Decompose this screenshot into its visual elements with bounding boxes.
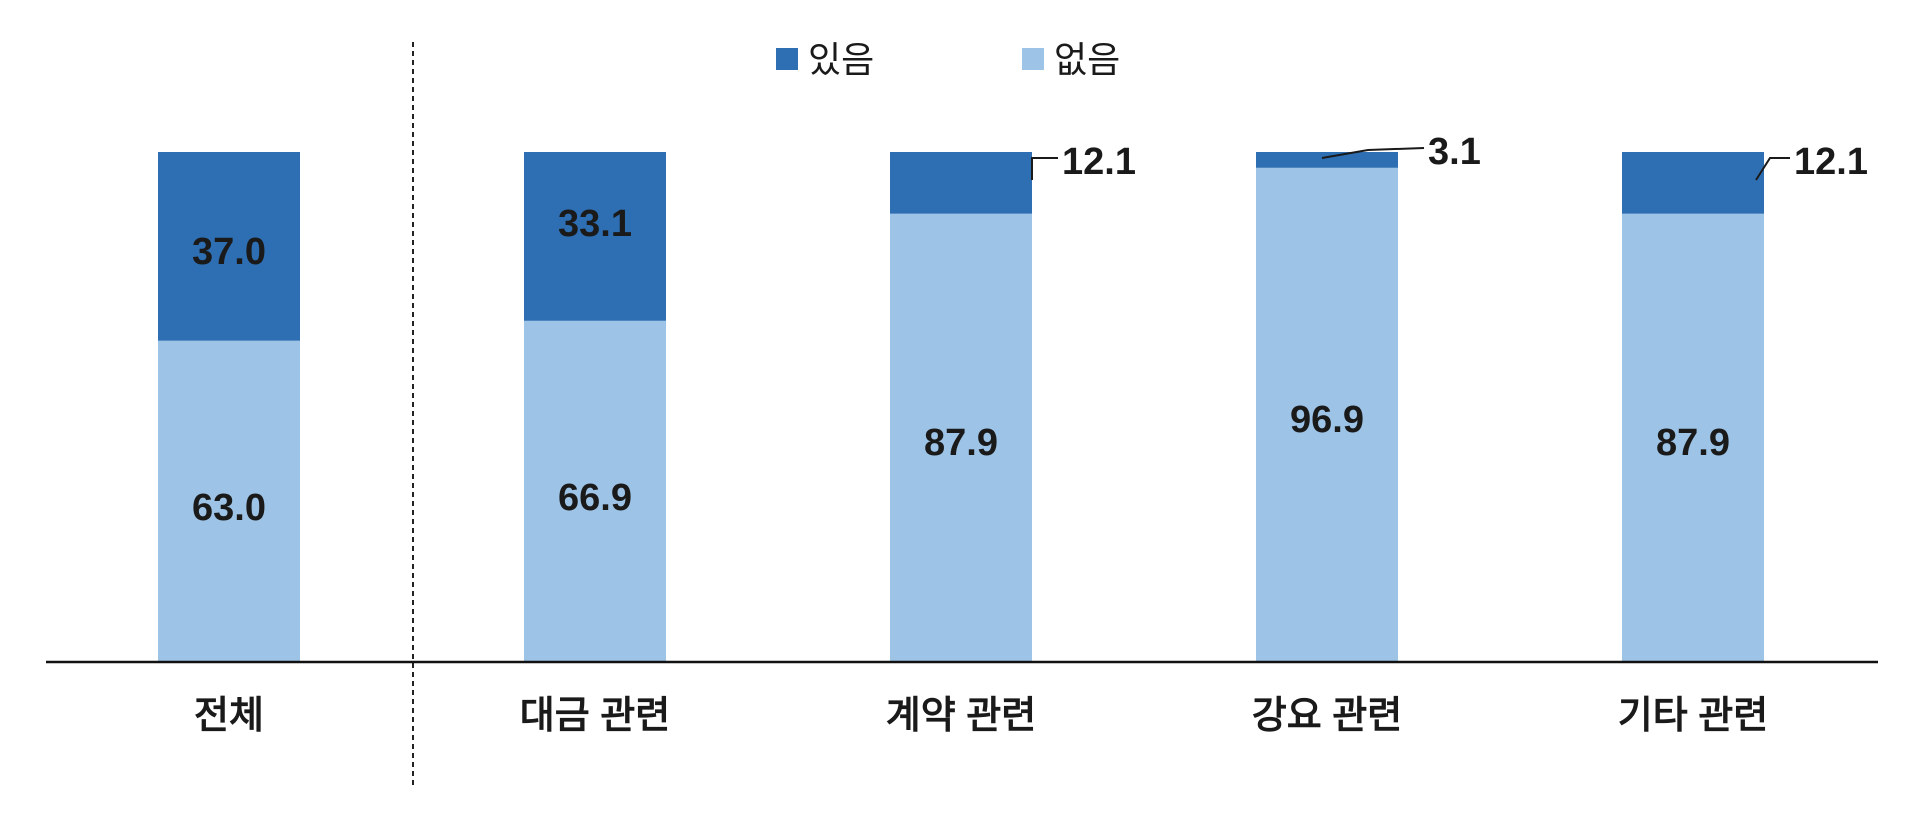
data-label-yes: 12.1 bbox=[1794, 141, 1868, 183]
bars bbox=[158, 152, 1764, 662]
category-label: 대금 관련 bbox=[520, 695, 670, 737]
bar-segment-yes bbox=[890, 152, 1032, 214]
category-label: 전체 bbox=[194, 695, 264, 737]
legend: 있음 없음 bbox=[776, 39, 1120, 80]
bar-segment-yes bbox=[1622, 152, 1764, 214]
bar-segment-yes bbox=[1256, 152, 1398, 168]
data-label-no: 66.9 bbox=[558, 477, 632, 519]
data-label-no: 87.9 bbox=[1656, 422, 1730, 464]
bar-segment-yes bbox=[524, 152, 666, 321]
legend-swatch-yes bbox=[776, 48, 798, 70]
bar-segment-no bbox=[1622, 213, 1764, 662]
data-labels: 37.0 33.1 12.1 3.1 12.1 63.0 66.9 87.9 9… bbox=[192, 131, 1868, 529]
bar-segment-no bbox=[1256, 167, 1398, 662]
data-label-no: 96.9 bbox=[1290, 399, 1364, 441]
data-label-yes: 33.1 bbox=[558, 203, 632, 245]
legend-swatch-no bbox=[1022, 48, 1044, 70]
leader-lines bbox=[1031, 147, 1790, 181]
leader-line bbox=[1755, 157, 1790, 181]
data-label-no: 63.0 bbox=[192, 487, 266, 529]
bar-segment-no bbox=[158, 340, 300, 662]
leader-line bbox=[1031, 157, 1058, 180]
bar-segment-yes bbox=[158, 152, 300, 341]
data-label-yes: 37.0 bbox=[192, 231, 266, 273]
category-label: 계약 관련 bbox=[886, 695, 1036, 737]
data-label-no: 87.9 bbox=[924, 422, 998, 464]
data-label-yes: 3.1 bbox=[1428, 131, 1481, 173]
category-label: 기타 관련 bbox=[1618, 695, 1768, 737]
legend-label-yes: 있음 bbox=[808, 39, 874, 80]
bar-segment-no bbox=[890, 213, 1032, 662]
legend-label-no: 없음 bbox=[1054, 39, 1120, 80]
category-label: 강요 관련 bbox=[1252, 695, 1402, 737]
bar-segment-no bbox=[524, 320, 666, 662]
category-labels: 전체 대금 관련 계약 관련 강요 관련 기타 관련 bbox=[194, 695, 1768, 737]
leader-line bbox=[1321, 147, 1425, 159]
data-label-yes: 12.1 bbox=[1062, 141, 1136, 183]
